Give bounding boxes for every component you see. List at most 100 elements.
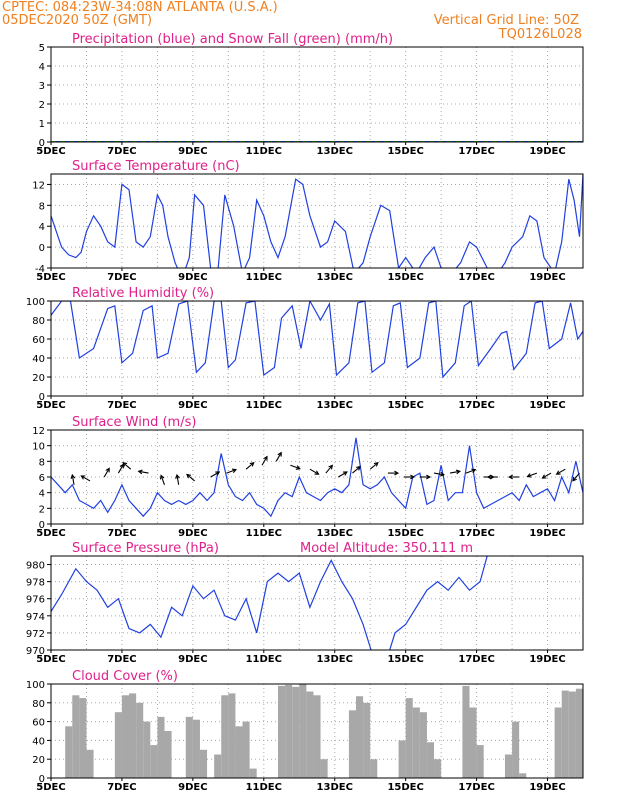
cloud-bar <box>405 698 413 778</box>
panel-frame <box>50 46 584 143</box>
cloud-bar <box>114 712 122 778</box>
x-tick-label: 5DEC <box>36 146 65 157</box>
y-tick-label: 8 <box>39 201 45 212</box>
y-tick-label: 12 <box>32 426 45 437</box>
x-tick-label: 17DEC <box>458 528 494 539</box>
cloud-bar <box>143 721 151 778</box>
cloud-bar <box>72 695 80 778</box>
cloud-bar <box>419 712 427 778</box>
x-tick-label: 13DEC <box>317 400 353 411</box>
cloud-bar <box>512 721 520 778</box>
cloud-bar <box>434 759 442 778</box>
wind-arrow <box>369 462 379 470</box>
wind-arrow <box>186 473 195 482</box>
x-tick-label: 11DEC <box>246 654 282 665</box>
y-tick-label: 6 <box>39 473 45 484</box>
x-tick-label: 19DEC <box>529 400 565 411</box>
y-tick-label: 5 <box>39 43 45 54</box>
panel-title: Surface Temperature (nC) <box>72 159 240 174</box>
x-tick-label: 7DEC <box>107 272 136 283</box>
y-tick-label: 4 <box>39 489 45 500</box>
wind-arrow <box>80 475 91 482</box>
wind-arrow <box>245 462 255 470</box>
wind-arrow <box>433 471 446 477</box>
x-tick-label: 5DEC <box>36 272 65 283</box>
panel-title: Precipitation (blue) and Snow Fall (gree… <box>72 32 393 47</box>
panel-0: 0 1 2 3 4 5 5DEC 7DEC 9DEC 11DEC 13DEC 15DEC 17DEC 19… <box>36 32 584 157</box>
x-tick-label: 15DEC <box>387 654 423 665</box>
cloud-bar <box>554 707 562 778</box>
wind-arrow <box>137 469 149 475</box>
y-tick-label: 980 <box>26 561 45 572</box>
cloud-bar <box>277 685 286 778</box>
x-tick-label: 11DEC <box>246 272 282 283</box>
y-tick-label: 12 <box>32 180 45 191</box>
cloud-bar <box>504 754 513 778</box>
x-tick-label: 9DEC <box>178 528 207 539</box>
wind-arrow <box>465 468 477 474</box>
cloud-bar <box>285 684 293 778</box>
cloud-bar <box>476 745 484 778</box>
cloud-bar <box>129 693 137 778</box>
y-tick-label: 10 <box>32 442 45 453</box>
wind-arrow <box>403 474 416 480</box>
wind-arrow <box>275 451 282 462</box>
x-tick-label: 11DEC <box>246 528 282 539</box>
x-tick-label: 15DEC <box>387 146 423 157</box>
panel-title: Relative Humidity (%) <box>72 286 214 301</box>
x-tick-label: 9DEC <box>178 146 207 157</box>
wind-arrow <box>526 472 538 478</box>
panel-title: Surface Wind (m/s) <box>72 415 196 430</box>
y-tick-label: 2 <box>39 504 45 515</box>
x-tick-label: 5DEC <box>36 400 65 411</box>
panel-title: Surface Pressure (hPa) <box>72 541 219 556</box>
x-tick-label: 19DEC <box>529 654 565 665</box>
cloud-bar <box>150 745 158 778</box>
cloud-bar <box>221 695 229 778</box>
panel-frame <box>50 555 584 651</box>
y-tick-label: 100 <box>26 680 45 691</box>
panel-frame <box>50 683 584 779</box>
x-tick-label: 17DEC <box>458 146 494 157</box>
x-tick-label: 19DEC <box>529 528 565 539</box>
wind-arrow <box>210 471 221 478</box>
x-tick-label: 11DEC <box>246 400 282 411</box>
y-tick-label: 0 <box>39 243 45 254</box>
header-line-1: CPTEC: 084:23W-34:08N ATLANTA (U.S.A.) <box>2 0 278 15</box>
cloud-bar <box>363 702 371 778</box>
x-tick-label: 19DEC <box>529 272 565 283</box>
y-tick-label: 60 <box>32 718 45 729</box>
wind-arrow <box>117 463 124 474</box>
x-tick-label: 11DEC <box>246 782 282 793</box>
x-tick-label: 7DEC <box>107 654 136 665</box>
wind-arrow <box>159 474 166 486</box>
cloud-bar <box>412 707 420 778</box>
series-line-0 <box>51 301 583 379</box>
panel-annotation: Model Altitude: 350.111 m <box>300 541 473 556</box>
y-tick-label: 0 <box>39 774 45 785</box>
x-tick-label: 11DEC <box>246 146 282 157</box>
x-tick-label: 9DEC <box>178 782 207 793</box>
x-tick-label: 15DEC <box>387 400 423 411</box>
wind-arrow <box>175 473 180 485</box>
x-tick-label: 15DEC <box>387 782 423 793</box>
wind-arrow <box>103 467 110 478</box>
x-tick-label: 7DEC <box>107 146 136 157</box>
x-tick-label: 17DEC <box>458 400 494 411</box>
y-tick-label: 1 <box>39 119 45 130</box>
y-tick-label: 0 <box>39 138 45 149</box>
wind-arrow <box>352 465 362 474</box>
y-tick-label: 40 <box>32 736 45 747</box>
cloud-bar <box>575 688 583 778</box>
y-tick-label: 0 <box>39 520 45 531</box>
panel-5: 0 20 40 60 80 100 5DEC 7DEC 9DEC 11DEC 13DEC 15DEC 1… <box>26 669 584 793</box>
x-tick-label: 5DEC <box>36 528 65 539</box>
series-line-0 <box>51 437 583 518</box>
cloud-bar <box>235 726 243 778</box>
cloud-bar <box>228 693 236 778</box>
wind-arrow <box>70 473 76 485</box>
wind-arrow <box>338 471 348 478</box>
wind-arrow <box>226 468 238 474</box>
wind-arrow <box>261 455 268 466</box>
y-tick-label: 976 <box>26 595 45 606</box>
